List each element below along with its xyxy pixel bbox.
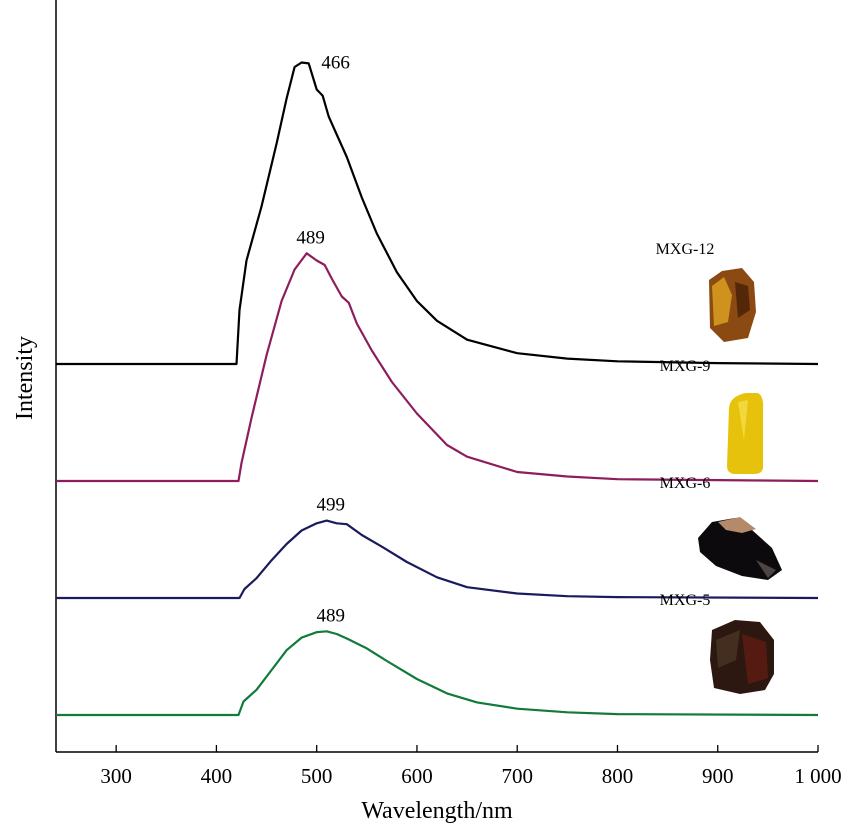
- sample-photo-mxg-5: [710, 620, 774, 694]
- x-tick-label: 600: [401, 764, 433, 788]
- peak-label-mxg-5: 489: [316, 605, 345, 626]
- x-tick-label: 400: [201, 764, 233, 788]
- x-tick-label: 700: [501, 764, 533, 788]
- sample-photo-mxg-12: [709, 268, 756, 342]
- sample-labels: MXG-12 MXG-9 MXG-6 MXG-5: [656, 241, 715, 609]
- peak-label-mxg-6: 499: [316, 495, 345, 516]
- x-tick-label: 1 000: [794, 764, 841, 788]
- series-line-mxg-6: [56, 519, 819, 600]
- x-tick-label: 500: [301, 764, 333, 788]
- x-axis-title: Wavelength/nm: [361, 798, 513, 824]
- x-tick-label: 300: [100, 764, 132, 788]
- sample-label-mxg-9: MXG-9: [660, 358, 711, 375]
- series-line-mxg-9: [56, 252, 819, 483]
- sample-photo-mxg-9: [727, 393, 764, 474]
- x-tick-label: 900: [702, 764, 734, 788]
- sample-photo-mxg-6: [698, 517, 782, 580]
- sample-label-mxg-12: MXG-12: [656, 241, 715, 258]
- x-tick-labels: 300 400 500 600 700 800 900 1 000: [100, 764, 841, 788]
- series-line-mxg-5: [56, 630, 819, 717]
- x-tick-label: 800: [602, 764, 634, 788]
- x-ticks: [115, 745, 819, 752]
- peak-label-mxg-9: 489: [296, 227, 325, 248]
- sample-label-mxg-6: MXG-6: [660, 475, 711, 492]
- y-axis-title: Intensity: [12, 336, 38, 420]
- peak-labels: 466 489 499 489: [296, 53, 349, 627]
- series-group: [56, 61, 819, 717]
- sample-label-mxg-5: MXG-5: [660, 592, 711, 609]
- series-line-mxg-12: [56, 61, 819, 366]
- peak-label-mxg-12: 466: [321, 53, 350, 74]
